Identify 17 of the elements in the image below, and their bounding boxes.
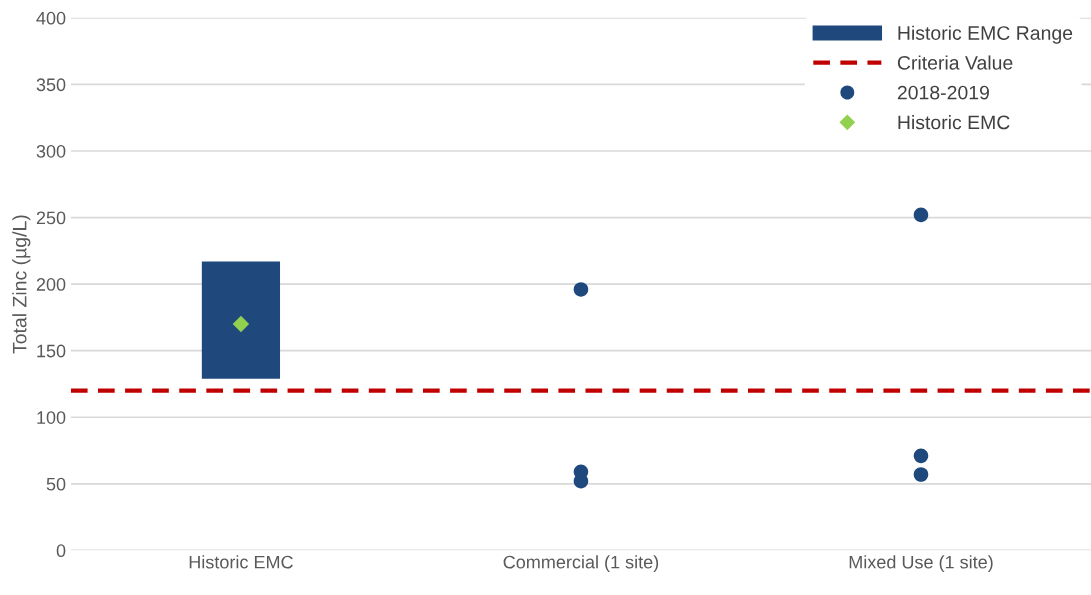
y-tick-label: 100: [37, 411, 66, 424]
x-tick-label: Mixed Use (1 site): [849, 555, 993, 573]
y-tick-label: 250: [36, 211, 66, 225]
y-tick-label: 50: [46, 477, 66, 491]
x-tick-label: Historic EMC: [189, 555, 293, 569]
legend-label: Historic EMC: [898, 115, 1010, 130]
y-tick-label: 350: [36, 78, 66, 92]
y-axis-title: Total Zinc (µg/L): [12, 215, 31, 354]
x-tick-label: Commercial (1 site): [503, 555, 659, 573]
legend-label: Criteria Value: [897, 55, 1013, 70]
legend-label: Historic EMC Range: [898, 25, 1073, 44]
y-tick-label: 400: [36, 11, 66, 25]
legend-label: 2018-2019: [897, 85, 989, 100]
y-tick-label: 150: [37, 344, 66, 358]
y-tick-label: 0: [56, 544, 66, 558]
y-tick-label: 200: [36, 278, 66, 291]
y-tick-label: 300: [36, 144, 66, 158]
